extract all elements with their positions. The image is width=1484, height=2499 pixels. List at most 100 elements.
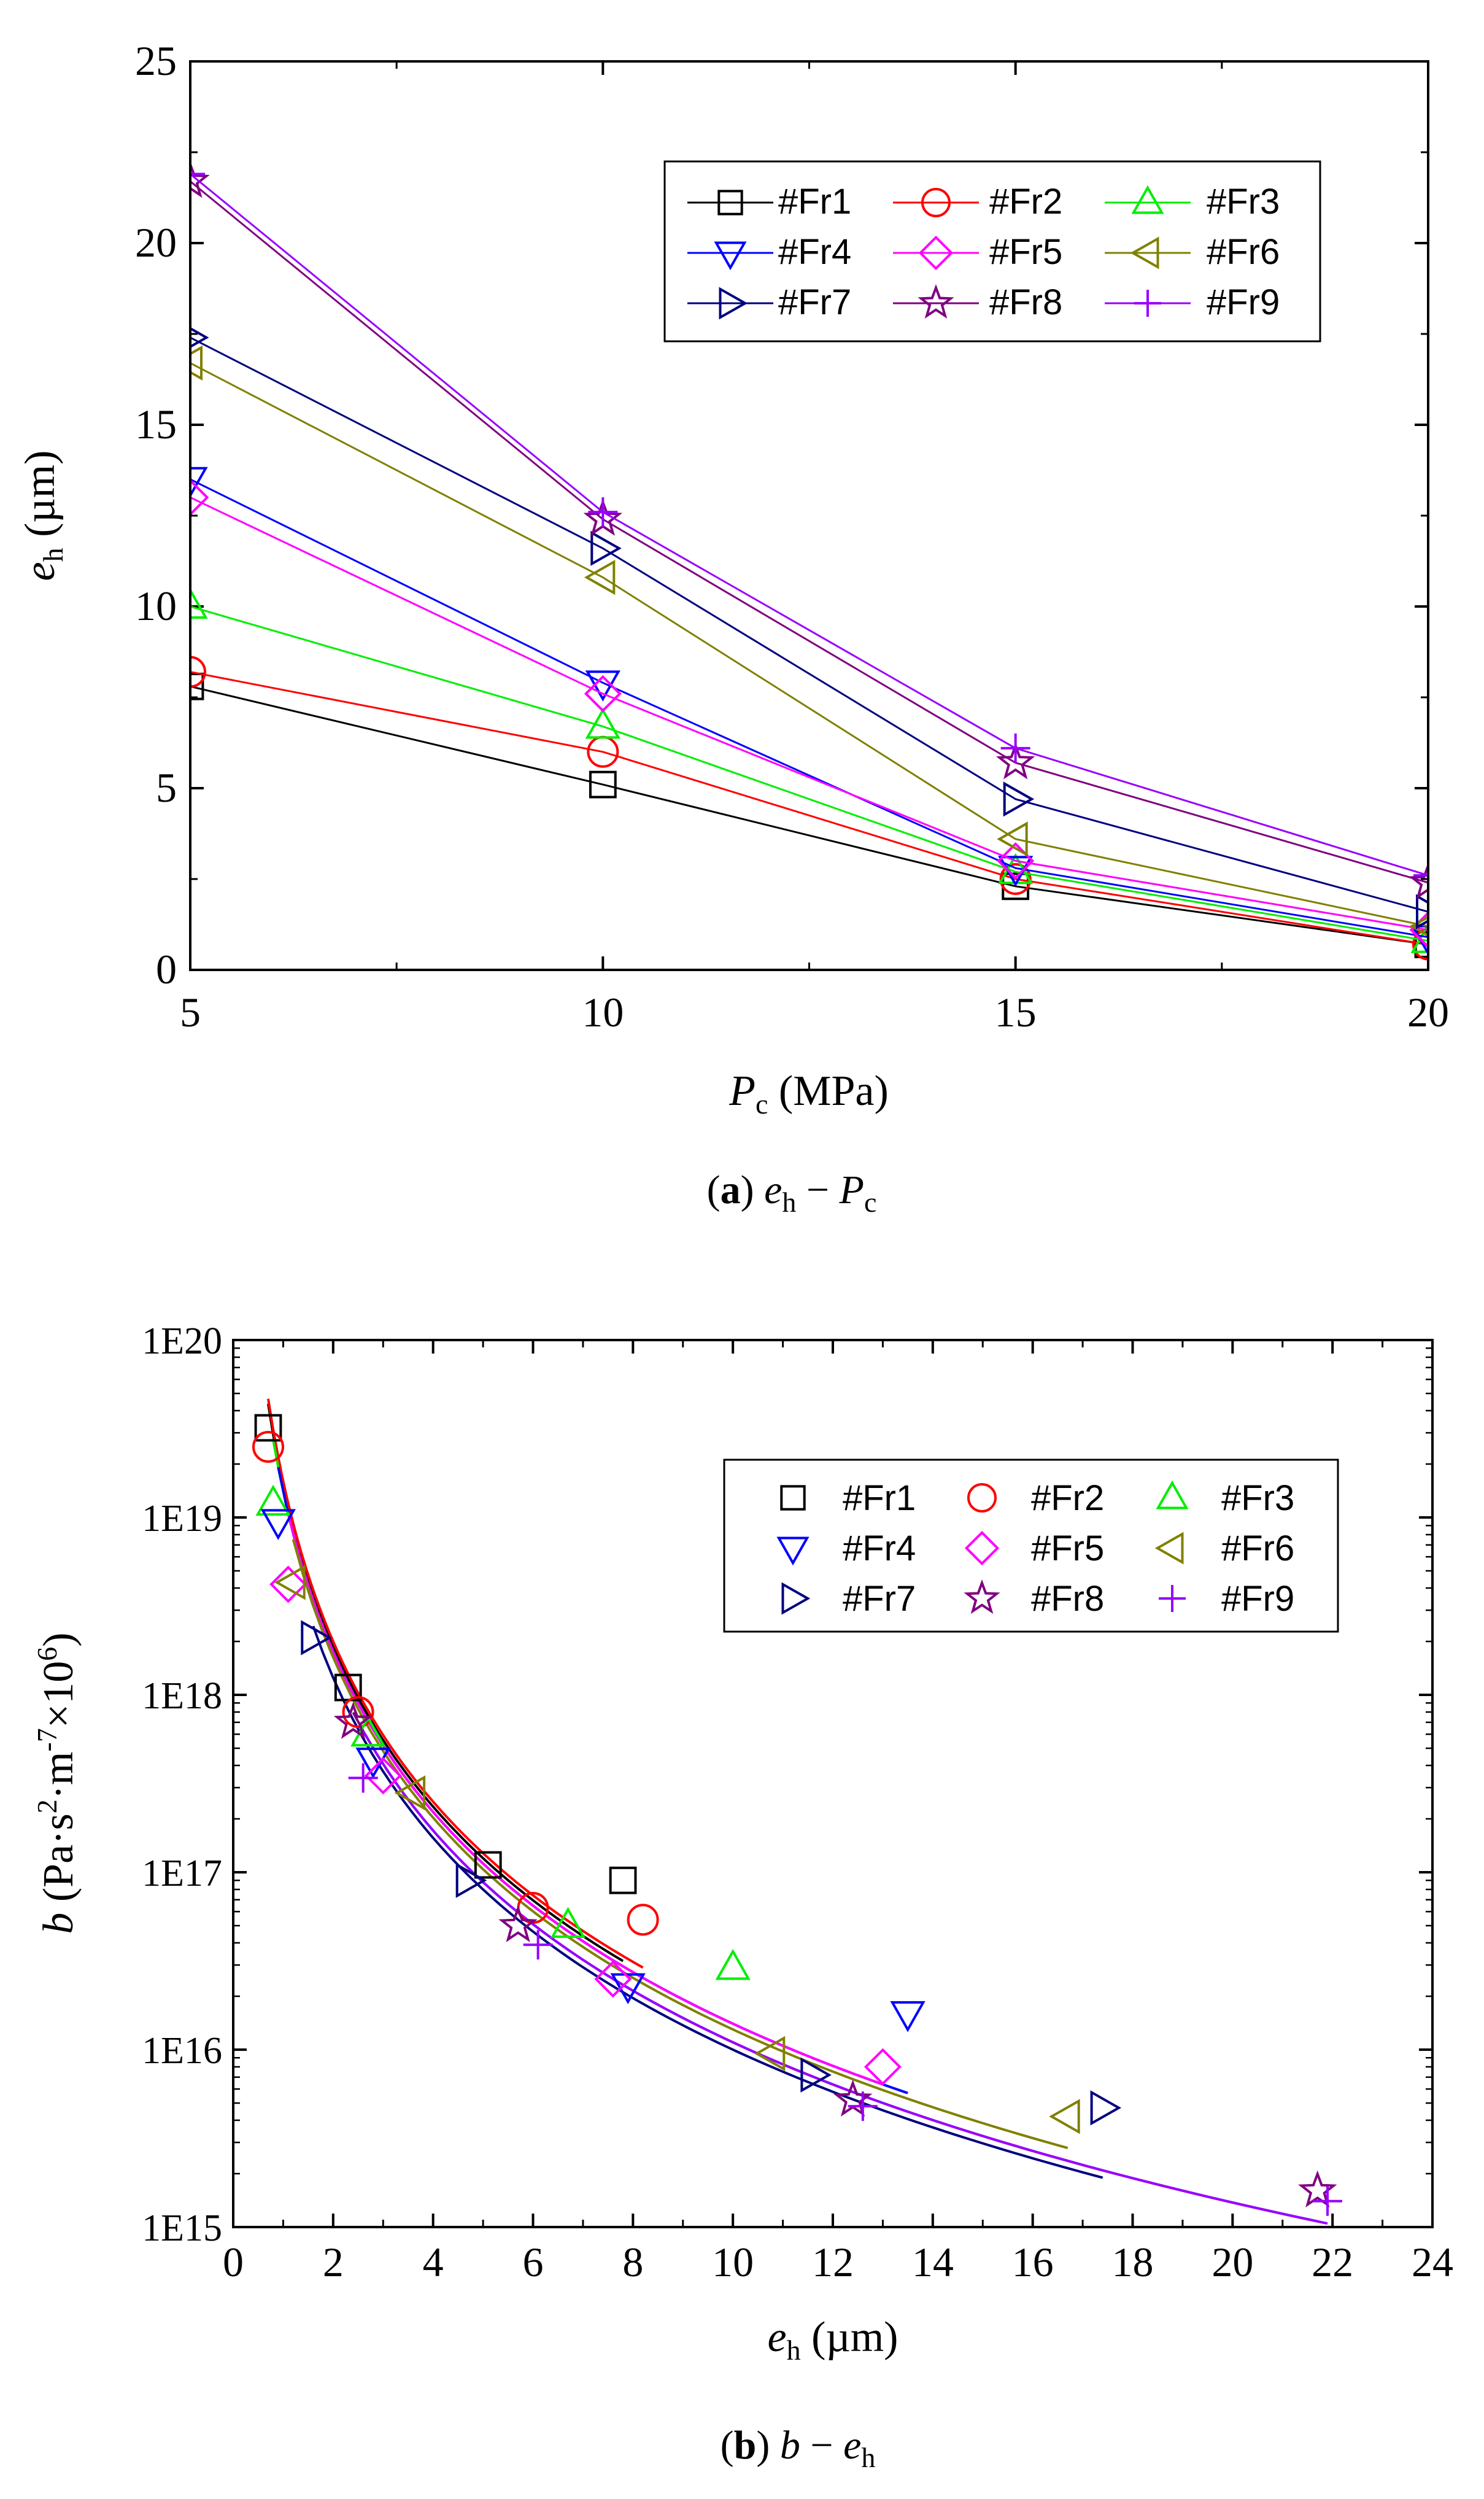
a-line-fr3: [190, 605, 1428, 942]
b-xtick-label-12: 12: [812, 2239, 854, 2285]
legend-a-marker-fr7: [719, 287, 748, 320]
b-point-fr9-3: [1313, 2186, 1343, 2216]
b-series-fr5: [269, 1565, 902, 2086]
b-point-fr3-1: [350, 1715, 386, 1747]
panel-b-frame: [232, 1339, 1434, 2228]
legend-b-label-fr9: #Fr9: [1221, 1579, 1294, 1619]
a-line-fr1: [190, 685, 1428, 946]
b-point-fr2-3: [627, 1904, 659, 1936]
b-fit-fr3: [272, 1439, 734, 2025]
legend-a-label-fr6: #Fr6: [1207, 232, 1280, 272]
a-ytick-label-0: 0: [156, 946, 177, 993]
b-point-fr1-3: [609, 1866, 637, 1894]
b-xtick-label-16: 16: [1012, 2239, 1054, 2285]
b-point-fr4-0: [260, 1509, 296, 1540]
legend-a-marker-fr8: [918, 284, 954, 319]
b-xtick-label-6: 6: [523, 2239, 544, 2285]
a-point-fr8-5: [190, 161, 210, 198]
b-fit-fr6: [292, 1539, 1069, 2150]
b-ytick-label-1E16: 1E16: [142, 2030, 222, 2072]
panel-b-ylabel: b (Pa·s2·m-7×106): [31, 1632, 82, 1934]
b-point-fr8-0: [333, 1702, 373, 1739]
b-ytick-label-1E20: 1E20: [142, 1320, 222, 1362]
legend-b-marker-fr4: [776, 1536, 810, 1566]
b-point-fr9-2: [848, 2091, 878, 2121]
panel-b-tick-labels: 0 2 4 6 8 10 12 14 16 18 20 22 241E151E161E171E181E1…: [142, 1320, 1453, 2285]
panel-a-series: [190, 159, 1428, 961]
legend-a-marker-fr4: [714, 241, 747, 271]
panel-b-legend-box: [723, 1459, 1339, 1633]
a-point-fr6-10: [584, 559, 616, 595]
legend-a-label-fr4: #Fr4: [778, 232, 851, 272]
legend-a-label-fr9: #Fr9: [1207, 282, 1280, 322]
b-fit-fr1: [267, 1403, 624, 1962]
legend-b-marker-fr5: [964, 1530, 1000, 1566]
a-point-fr9-5: [190, 159, 205, 189]
legend-b-label-fr7: #Fr7: [843, 1579, 916, 1619]
b-xtick-label-24: 24: [1412, 2239, 1453, 2285]
panel-b-legend: #Fr1 #Fr2 #Fr3 #Fr4 #Fr5 #Fr6 #Fr7 #Fr8 …: [723, 1459, 1339, 1633]
b-point-fr7-1: [455, 1862, 487, 1898]
a-series-fr9: [190, 159, 1428, 891]
panel-a-caption: (a) eh − Pc: [707, 1168, 877, 1218]
legend-a-label-fr8: #Fr8: [989, 282, 1062, 322]
a-ytick-label-20: 20: [135, 219, 177, 266]
b-series-fr6: [274, 1565, 1080, 2134]
b-point-fr6-2: [754, 2036, 786, 2072]
b-fit-fr8: [352, 1711, 1318, 2223]
a-point-fr5-5: [190, 478, 209, 516]
legend-b-marker-fr2: [967, 1483, 997, 1513]
a-point-fr2-20: [1412, 928, 1428, 961]
a-point-fr4-5: [190, 467, 208, 498]
a-point-fr7-15: [1003, 781, 1035, 817]
b-series-fr3: [255, 1484, 751, 1980]
a-point-fr9-20: [1413, 861, 1428, 891]
a-line-fr5: [190, 497, 1428, 931]
a-ytick-label-25: 25: [135, 37, 177, 84]
legend-b-label-fr6: #Fr6: [1221, 1528, 1294, 1568]
b-point-fr6-0: [274, 1565, 306, 1600]
b-xtick-label-2: 2: [323, 2239, 344, 2285]
legend-b-label-fr5: #Fr5: [1031, 1528, 1104, 1568]
legend-b-marker-fr8: [964, 1579, 1000, 1614]
a-series-fr3: [190, 587, 1428, 953]
panel-a-legend: #Fr1 #Fr2 #Fr3 #Fr4 #Fr5 #Fr6 #Fr7 #Fr8 …: [663, 160, 1321, 343]
panel-b: 0 2 4 6 8 10 12 14 16 18 20 22 241E151E161E171E181E1…: [31, 1320, 1453, 2473]
b-point-fr3-2: [550, 1907, 586, 1938]
a-series-fr5: [190, 478, 1428, 949]
b-point-fr1-2: [474, 1851, 502, 1879]
a-point-fr1-10: [589, 770, 617, 799]
b-ytick-label-1E18: 1E18: [142, 1675, 222, 1717]
legend-b-marker-fr7: [781, 1582, 811, 1615]
b-point-fr2-1: [342, 1696, 374, 1729]
legend-b-label-fr4: #Fr4: [843, 1528, 916, 1568]
a-line-fr6: [190, 362, 1428, 928]
panel-b-series: [252, 1414, 1343, 2216]
a-ytick-label-5: 5: [156, 764, 177, 811]
b-xtick-label-18: 18: [1112, 2239, 1154, 2285]
a-point-fr8-15: [995, 742, 1035, 780]
a-point-fr7-5: [190, 327, 209, 349]
b-xtick-label-0: 0: [223, 2239, 244, 2285]
b-xtick-label-14: 14: [912, 2239, 954, 2285]
legend-a-marker-fr6: [1130, 236, 1159, 269]
legend-a-marker-fr1: [717, 190, 743, 215]
panel-b-caption: (b) b − eh: [721, 2423, 876, 2473]
a-line-fr9: [190, 173, 1428, 877]
b-point-fr3-0: [255, 1484, 291, 1516]
a-xtick-label-10: 10: [582, 989, 624, 1036]
legend-b-label-fr3: #Fr3: [1221, 1478, 1294, 1518]
legend-a-label-fr7: #Fr7: [778, 282, 851, 322]
a-point-fr8-20: [1409, 862, 1428, 899]
b-point-fr3-3: [715, 1948, 751, 1980]
a-point-fr9-15: [1000, 733, 1030, 763]
legend-b-label-fr1: #Fr1: [843, 1478, 916, 1518]
a-series-fr6: [190, 345, 1428, 937]
b-point-fr5-3: [864, 2048, 902, 2086]
a-point-fr2-5: [190, 656, 206, 688]
b-point-fr6-1: [394, 1775, 426, 1811]
legend-a-label-fr1: #Fr1: [778, 182, 851, 222]
legend-b-marker-fr9: [1159, 1585, 1186, 1612]
